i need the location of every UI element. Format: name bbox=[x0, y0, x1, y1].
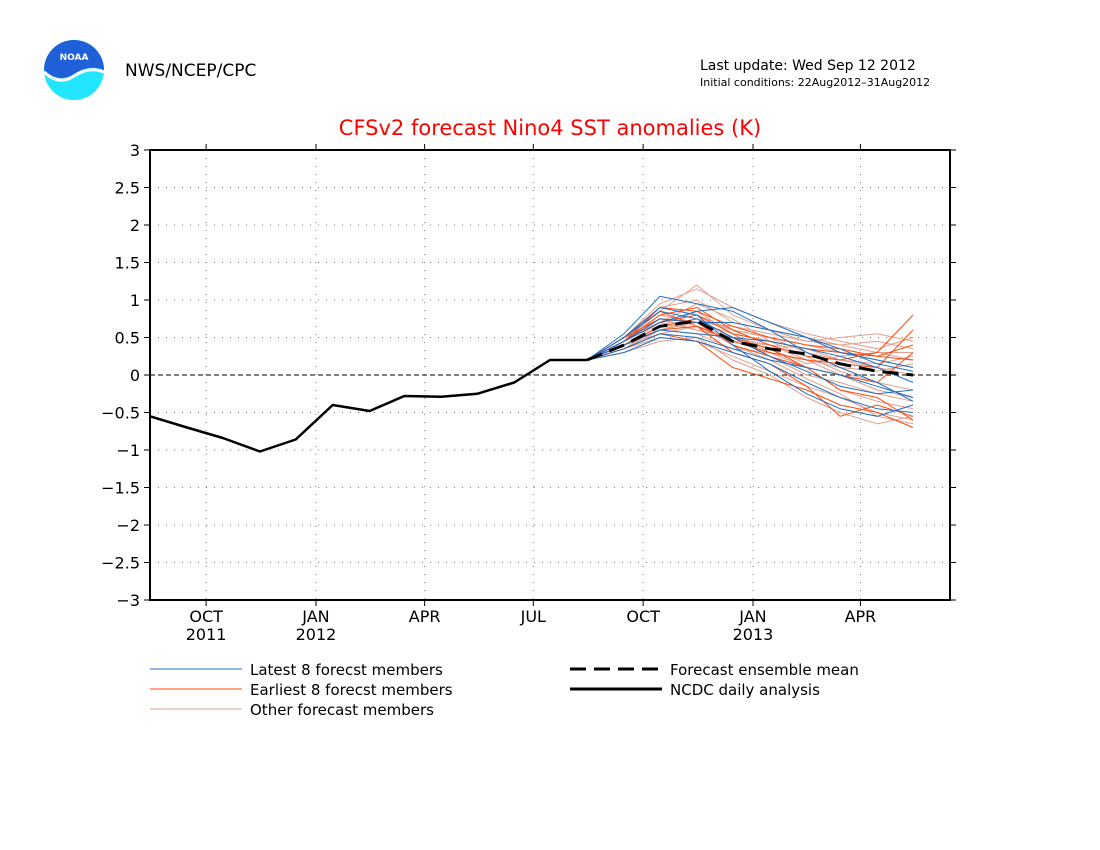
x-tick-label: JAN bbox=[738, 607, 766, 626]
x-tick-year-label: 2011 bbox=[186, 625, 227, 644]
x-tick-year-label: 2013 bbox=[733, 625, 774, 644]
other-member-line-6 bbox=[586, 336, 914, 425]
y-tick-label: −2.5 bbox=[101, 554, 140, 573]
x-tick-year-label: 2012 bbox=[296, 625, 337, 644]
latest-member-line-8 bbox=[586, 336, 914, 413]
y-tick-label: −1.5 bbox=[101, 479, 140, 498]
y-tick-label: −2 bbox=[116, 516, 140, 535]
latest-members-series bbox=[586, 295, 914, 417]
x-tick-label: OCT bbox=[189, 607, 223, 626]
other-member-line-1 bbox=[586, 321, 914, 398]
x-tick-label: JUL bbox=[520, 607, 546, 626]
legend-label-mean: Forecast ensemble mean bbox=[670, 661, 859, 679]
y-tick-label: 1 bbox=[130, 291, 140, 310]
legend-label-other: Other forecast members bbox=[250, 701, 434, 719]
other-member-line-2 bbox=[586, 284, 913, 361]
x-tick-label: APR bbox=[845, 607, 877, 626]
y-tick-label: 1.5 bbox=[115, 254, 140, 273]
x-tick-label: JAN bbox=[301, 607, 329, 626]
earliest-member-line-6 bbox=[586, 318, 914, 384]
y-axis: 3 2.5 2 1.5 1 0.5 0 −0.5 −1 −1.5 −2 −2.5 −3 bbox=[101, 141, 956, 610]
analysis-series bbox=[149, 358, 587, 453]
y-tick-label: −0.5 bbox=[101, 404, 140, 423]
latest-member-line-2 bbox=[586, 306, 914, 417]
noaa-logo: NOAA bbox=[42, 40, 105, 100]
legend: Latest 8 forecst members Earliest 8 fore… bbox=[150, 661, 859, 719]
y-tick-label: 0.5 bbox=[115, 329, 140, 348]
y-tick-label: −1 bbox=[116, 441, 140, 460]
y-tick-label: 0 bbox=[130, 366, 140, 385]
org-label: NWS/NCEP/CPC bbox=[125, 61, 256, 81]
latest-member-line-4 bbox=[586, 329, 914, 383]
last-update: Last update: Wed Sep 12 2012 bbox=[700, 58, 916, 74]
logo-text: NOAA bbox=[60, 53, 89, 63]
legend-label-latest: Latest 8 forecst members bbox=[250, 661, 443, 679]
latest-member-line-5 bbox=[586, 333, 914, 398]
chart-title: CFSv2 forecast Nino4 SST anomalies (K) bbox=[339, 116, 761, 140]
x-tick-label: OCT bbox=[626, 607, 660, 626]
legend-label-analysis: NCDC daily analysis bbox=[670, 681, 820, 699]
latest-member-line-6 bbox=[586, 310, 914, 395]
initial-conditions: Initial conditions: 22Aug2012–31Aug2012 bbox=[700, 76, 930, 89]
y-tick-label: 2 bbox=[130, 216, 140, 235]
latest-member-line-1 bbox=[586, 295, 914, 402]
ensemble-mean-series bbox=[586, 319, 914, 377]
y-tick-label: −3 bbox=[116, 591, 140, 610]
ensemble-mean-line bbox=[586, 319, 914, 377]
legend-label-earliest: Earliest 8 forecst members bbox=[250, 681, 453, 699]
y-tick-label: 2.5 bbox=[115, 179, 140, 198]
other-member-line-3 bbox=[586, 288, 914, 361]
analysis-line bbox=[149, 358, 587, 453]
x-tick-label: APR bbox=[409, 607, 441, 626]
y-tick-label: 3 bbox=[130, 141, 140, 160]
latest-member-line-7 bbox=[586, 306, 914, 372]
